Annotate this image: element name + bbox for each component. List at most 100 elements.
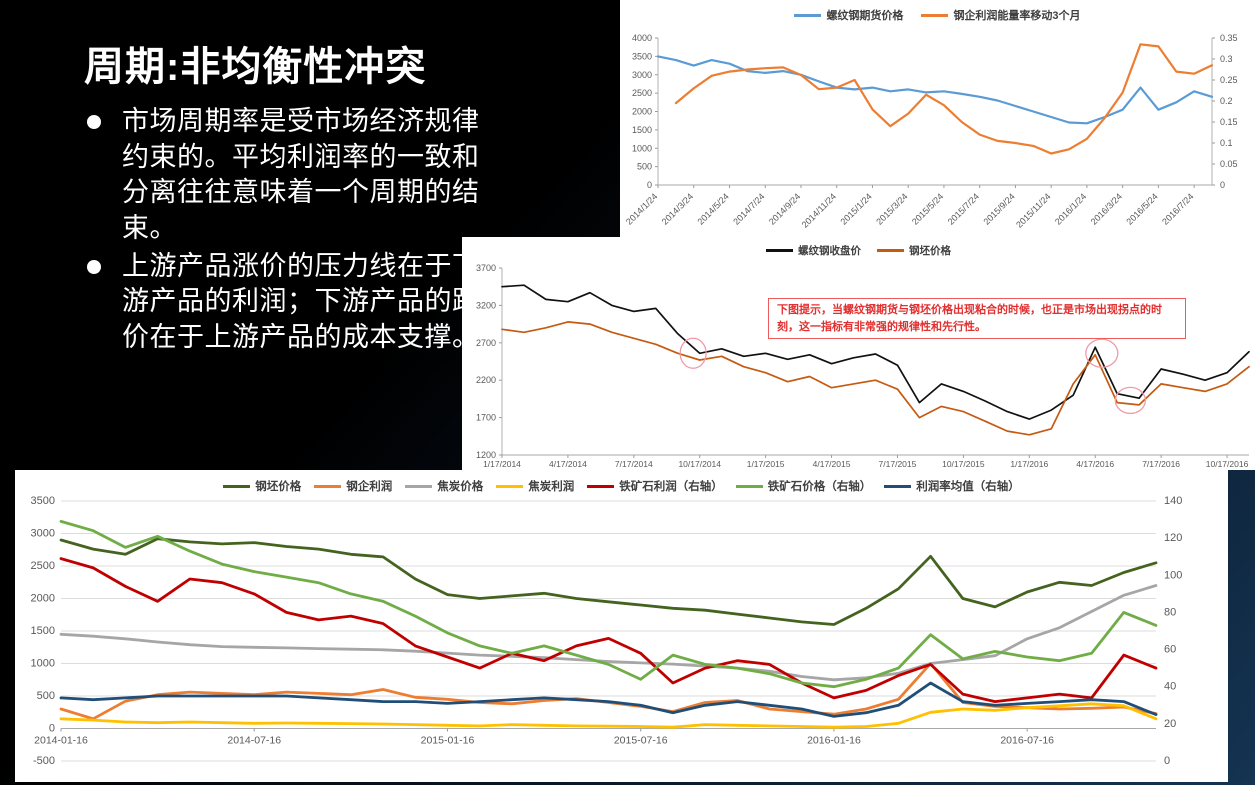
axis-tick-label: 20 (1164, 718, 1176, 730)
axis-tick-label: 80 (1164, 606, 1176, 618)
legend-item: 钢坯价格 (223, 478, 301, 494)
legend-label: 螺纹钢收盘价 (798, 245, 861, 257)
axis-tick-label: 2500 (632, 88, 652, 98)
axis-tick-label: 1200 (476, 450, 496, 460)
axis-tick-label: 2015/5/24 (910, 191, 945, 226)
axis-tick-label: 0 (1220, 180, 1225, 190)
axis-tick-label: 7/17/2015 (879, 459, 917, 469)
legend-item: 焦炭利润 (496, 478, 574, 494)
axis-tick-label: 2014/5/24 (696, 191, 731, 226)
axis-tick-label: 2015/9/24 (981, 191, 1016, 226)
axis-tick-label: 2016/3/24 (1089, 191, 1124, 226)
axis-tick-label: 4/17/2016 (1076, 459, 1114, 469)
axis-tick-label: 1700 (476, 413, 496, 423)
annotation-circle (679, 337, 707, 369)
axis-tick-label: 0.05 (1220, 159, 1238, 169)
bullet-marker-icon (87, 259, 101, 274)
axis-tick-label: 2016/7/24 (1160, 191, 1195, 226)
axis-tick-label: 120 (1164, 532, 1182, 544)
legend-label: 焦炭利润 (528, 481, 575, 493)
series-line (59, 520, 1158, 689)
axis-tick-label: 2016/5/24 (1124, 191, 1159, 226)
legend-item: 利润率均值（右轴） (884, 478, 1020, 494)
axis-tick-label: -500 (33, 755, 55, 767)
axis-tick-label: 2016-07-16 (1000, 735, 1054, 747)
legend-label: 利润率均值（右轴） (916, 481, 1020, 493)
axis-tick-label: 2014/11/24 (800, 191, 838, 229)
axis-tick-label: 0.15 (1220, 117, 1238, 127)
axis-tick-label: 2015/3/24 (874, 191, 909, 226)
axis-tick-label: 2014-01-16 (34, 735, 88, 747)
axis-tick-label: 2015-07-16 (614, 735, 668, 747)
axis-tick-label: 0.35 (1220, 33, 1238, 43)
legend-item: 钢企利润 (314, 478, 392, 494)
axis-tick-label: 10/17/2014 (678, 459, 721, 469)
annotation-note: 下图提示，当螺纹钢期货与钢坯价格出现粘合的时候，也正是市场出现拐点的时刻，这一指… (768, 298, 1186, 339)
axis-tick-label: 4000 (632, 33, 652, 43)
legend-item: 钢企利润能量率移动3个月 (921, 7, 1081, 23)
legend-label: 螺纹钢期货价格 (826, 10, 904, 22)
bullet-marker-icon (87, 115, 101, 129)
slide-text-block: 周期:非均衡性冲突 市场周期率是受市场经济规律约束的。平均利润率的一致和分离往往… (84, 44, 486, 357)
axis-tick-label: 10/17/2016 (1206, 459, 1249, 469)
axis-tick-label: 2015/11/24 (1014, 191, 1052, 229)
legend-label: 钢企利润能量率移动3个月 (953, 10, 1081, 22)
legend-swatch (405, 484, 433, 488)
axis-tick-label: 1500 (632, 125, 652, 135)
series-line (674, 43, 1214, 155)
legend-item: 钢坯价格 (877, 243, 951, 258)
series-line (59, 702, 1158, 729)
axis-tick-label: 0.2 (1220, 96, 1233, 106)
axis-tick-label: 500 (637, 162, 652, 172)
rebar-close-vs-billet-price-chart: 螺纹钢收盘价 钢坯价格 3700 3200 2700 2200 1700 1200 1/17/… (462, 237, 1255, 470)
axis-tick-label: 1/17/2014 (483, 459, 521, 469)
line-chart: 3500300025002000150010005000-50014012010… (31, 495, 1183, 767)
axis-tick-label: 1500 (31, 625, 55, 637)
bullet-item: 市场周期率是受市场经济规律约束的。平均利润率的一致和分离往往意味着一个周期的结束… (84, 104, 486, 247)
series-line (501, 321, 1250, 436)
axis-tick-label: 7/17/2014 (615, 459, 653, 469)
series-line (59, 681, 1158, 718)
legend-item: 螺纹钢期货价格 (794, 7, 903, 23)
series-line (59, 537, 1158, 626)
axis-tick-label: 3500 (632, 51, 652, 61)
axis-tick-label: 0 (647, 180, 652, 190)
legend-swatch (877, 249, 904, 252)
axis-tick-label: 1000 (31, 658, 55, 670)
axis-tick-label: 40 (1164, 681, 1176, 693)
series-line (501, 284, 1250, 420)
axis-tick-label: 500 (37, 690, 55, 702)
legend-swatch (884, 484, 912, 488)
bullet-text: 上游产品涨价的压力线在于下游产品的利润；下游产品的跌价在于上游产品的成本支撑。 (122, 250, 480, 352)
axis-tick-label: 2014/7/24 (731, 191, 766, 226)
axis-tick-label: 2000 (632, 107, 652, 117)
axis-tick-label: 3000 (31, 528, 55, 540)
chart-legend: 钢坯价格 钢企利润 焦炭价格 焦炭利润 铁矿石利润（右轴） 铁矿石价格（右轴） 利润率均值（… (15, 478, 1228, 494)
legend-swatch (921, 13, 949, 17)
axis-tick-label: 3200 (476, 300, 496, 310)
axis-tick-label: 2200 (476, 375, 496, 385)
axis-tick-label: 7/17/2016 (1142, 459, 1180, 469)
axis-tick-label: 4/17/2015 (813, 459, 851, 469)
axis-tick-label: 0.25 (1220, 75, 1238, 85)
axis-tick-label: 3700 (476, 263, 496, 273)
axis-tick-label: 3500 (31, 495, 55, 507)
legend-label: 焦炭价格 (437, 481, 484, 493)
axis-tick-label: 2016-01-16 (807, 735, 861, 747)
legend-swatch (766, 249, 793, 252)
axis-tick-label: 2500 (31, 560, 55, 572)
axis-tick-label: 60 (1164, 644, 1176, 656)
axis-tick-label: 2014/3/24 (660, 191, 695, 226)
axis-tick-label: 0.1 (1220, 138, 1233, 148)
annotation-circle (1114, 386, 1147, 415)
legend-label: 钢坯价格 (909, 245, 951, 257)
bullet-item: 上游产品涨价的压力线在于下游产品的利润；下游产品的跌价在于上游产品的成本支撑。 (84, 249, 486, 356)
legend-swatch (223, 484, 251, 488)
axis-tick-label: 2016/1/24 (1053, 191, 1088, 226)
legend-label: 钢企利润 (346, 481, 393, 493)
series-line (656, 55, 1214, 125)
bullet-text: 市场周期率是受市场经济规律约束的。平均利润率的一致和分离往往意味着一个周期的结束… (122, 106, 480, 243)
axis-tick-label: 2015/1/24 (838, 191, 873, 226)
series-line (59, 557, 1158, 703)
